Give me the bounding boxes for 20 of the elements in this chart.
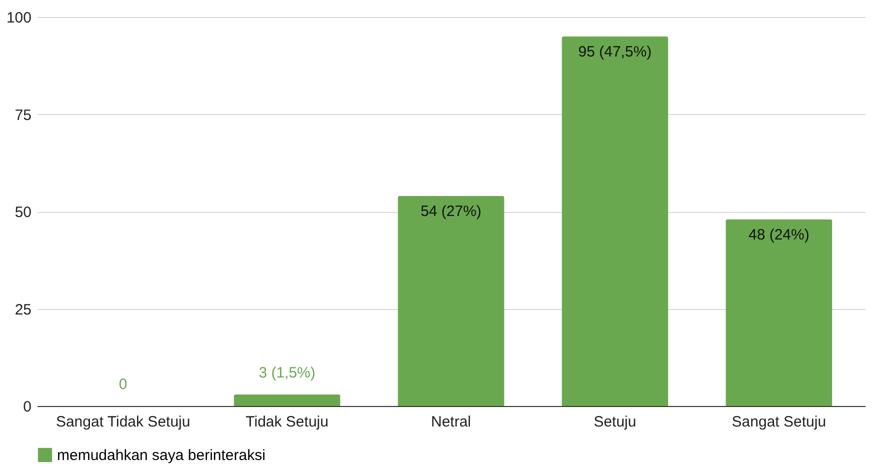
bar [726, 219, 832, 406]
data-label: 0 [118, 376, 128, 393]
bar [398, 196, 504, 406]
x-tick-label: Setuju [594, 414, 636, 430]
y-tick-label: 100 [6, 10, 32, 26]
data-label: 48 (24%) [748, 226, 810, 244]
legend-label: memudahkan saya berinteraksi [57, 447, 266, 464]
x-tick-label: Sangat Tidak Setuju [56, 414, 190, 430]
y-tick-label: 25 [14, 301, 32, 318]
y-tick-label: 0 [23, 398, 32, 416]
x-tick-label: Tidak Setuju [246, 414, 328, 430]
bar [562, 36, 668, 406]
y-tick-label: 50 [14, 204, 32, 221]
data-label: 54 (27%) [420, 202, 482, 220]
data-label: 95 (47,5%) [578, 43, 652, 60]
x-tick-label: Netral [430, 414, 472, 430]
x-tick-label: Sangat Setuju [732, 414, 826, 430]
bar [234, 394, 340, 406]
y-tick-label: 75 [14, 106, 32, 124]
data-label: 3 (1,5%) [258, 364, 316, 382]
